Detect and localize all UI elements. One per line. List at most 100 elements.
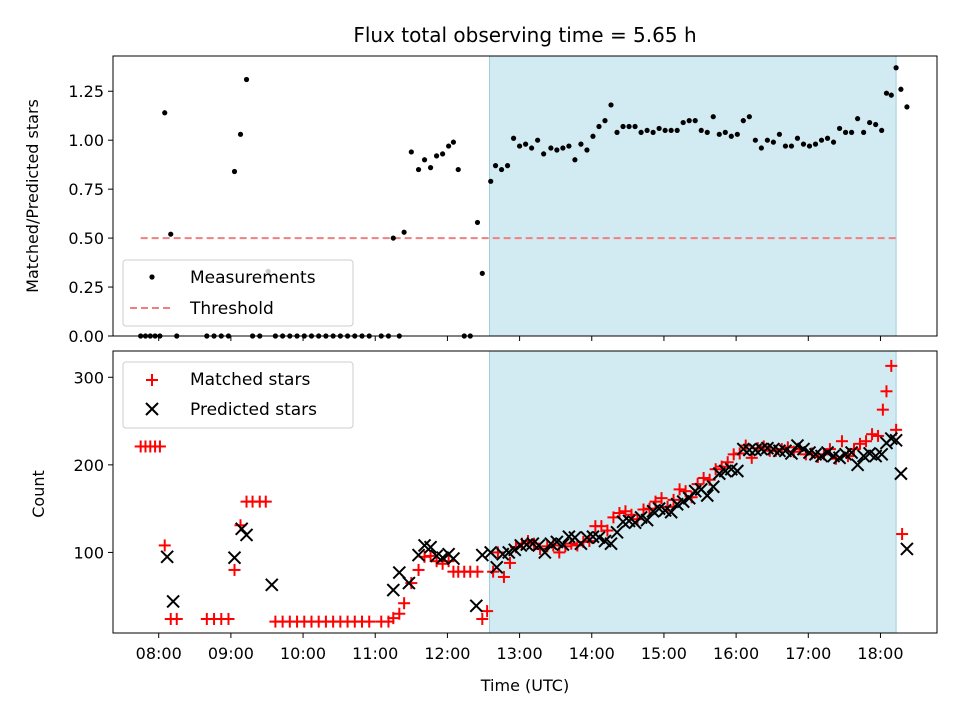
- ratio-legend: Measurements Threshold: [122, 259, 354, 327]
- predicted-star-point: [850, 458, 865, 472]
- measurement-point: [548, 145, 554, 151]
- measurement-point: [578, 141, 584, 147]
- predicted-star-point: [640, 513, 654, 527]
- x-tick-label: 15:00: [641, 644, 687, 663]
- matched-star-point: [471, 565, 484, 578]
- predicted-star-point: [700, 488, 714, 503]
- count-x-ticks: 08:00 09:00 10:00 11:00 12:00 13:00 14:00 15:00…: [136, 633, 904, 663]
- count-panel: 100 200 300 08:00 09:00 10:00 11:00 12:00 13:00…: [29, 350, 938, 695]
- measurement-point: [474, 219, 481, 226]
- matched-star-point: [228, 563, 241, 576]
- measurement-point: [758, 145, 764, 151]
- matched-star-point: [835, 435, 848, 448]
- matched-star-point: [655, 492, 668, 505]
- predicted-star-point: [392, 565, 407, 580]
- matched-star-point: [876, 403, 889, 416]
- matched-star-point: [860, 435, 873, 448]
- measurement-point: [390, 235, 396, 241]
- predicted-star-point: [832, 451, 847, 465]
- measurement-point: [818, 137, 825, 143]
- measurement-point: [812, 141, 819, 147]
- measurement-point: [638, 129, 644, 135]
- measurement-point: [566, 143, 572, 149]
- measurement-point: [842, 129, 849, 135]
- matched-star-point: [697, 471, 710, 484]
- measurement-point: [800, 141, 807, 147]
- ratio-axes-frame: [112, 55, 938, 337]
- measurement-point: [883, 90, 890, 96]
- measurement-point: [408, 149, 414, 155]
- measurement-point: [740, 118, 746, 124]
- measurement-point: [668, 127, 674, 134]
- measurement-point: [674, 127, 680, 134]
- predicted-star-point: [556, 537, 570, 552]
- matched-star-point: [412, 563, 425, 576]
- x-tick-label: 13:00: [497, 644, 543, 663]
- measurement-point: [656, 125, 662, 132]
- measurement-point: [764, 137, 770, 143]
- measurement-point: [692, 118, 698, 124]
- measurement-point: [746, 114, 752, 120]
- predicted-star-point: [484, 545, 498, 560]
- matched-star-point: [398, 597, 411, 610]
- measurement-point: [734, 131, 740, 137]
- predicted-star-point: [508, 543, 522, 557]
- matched-star-point: [442, 555, 455, 568]
- measurement-point: [427, 165, 434, 171]
- predicted-star-point: [894, 466, 908, 481]
- predicted-star-point: [772, 444, 787, 458]
- measurement-point: [752, 137, 758, 143]
- x-tick-label: 08:00: [136, 644, 182, 663]
- matched-star-point: [866, 428, 879, 441]
- x-tick-label: 11:00: [352, 644, 398, 663]
- measurement-point: [632, 123, 638, 130]
- measurement-point: [728, 133, 734, 139]
- measurement-point: [479, 270, 485, 276]
- matched-star-point: [170, 612, 183, 625]
- measurement-point: [861, 129, 867, 135]
- measurement-point: [504, 163, 511, 169]
- predicted-star-point: [610, 525, 624, 539]
- y-tick-label: 0.00: [68, 327, 104, 346]
- measurement-point: [554, 147, 560, 153]
- legend-predicted-marker: [145, 402, 159, 416]
- matched-star-point: [673, 483, 686, 496]
- matched-star-point: [476, 612, 489, 625]
- legend-measurement-marker: [149, 274, 155, 280]
- legend-predicted-stars: Predicted stars: [190, 400, 317, 420]
- measurement-point: [488, 178, 494, 184]
- measurement-point: [722, 129, 728, 135]
- predicted-star-point: [790, 438, 805, 453]
- observing-span-shade-bottom: [489, 350, 897, 634]
- predicted-star-point: [469, 599, 483, 613]
- measurement-point: [644, 127, 650, 134]
- matched-star-point: [387, 612, 400, 625]
- measurement-point: [516, 143, 523, 149]
- measurement-point: [698, 127, 704, 134]
- measurement-point: [806, 143, 813, 149]
- ratio-y-ticks: 0.00 0.25 0.50 0.75 1.00 1.25: [68, 82, 113, 346]
- measurement-point: [879, 127, 885, 134]
- predicted-star-point: [889, 433, 903, 448]
- measurement-point: [788, 143, 795, 149]
- ratio-panel: 0.00 0.25 0.50 0.75 1.00 1.25 Matched/Predict…: [23, 55, 938, 346]
- matched-star-point: [619, 505, 632, 518]
- matched-star-point: [405, 577, 418, 590]
- measurement-point: [836, 125, 843, 132]
- observing-span-shade: [489, 55, 897, 337]
- predicted-star-point: [820, 445, 835, 460]
- measurement-point: [830, 139, 837, 145]
- y-tick-label: 0.75: [68, 180, 104, 199]
- matched-star-point: [497, 570, 510, 583]
- predicted-star-point: [844, 445, 859, 460]
- chart-title: Flux total observing time = 5.65 h: [353, 23, 696, 47]
- measurement-point: [584, 147, 590, 153]
- measurement-point: [446, 143, 452, 149]
- count-y-axis-label: Count: [29, 470, 48, 518]
- x-tick-label: 10:00: [280, 644, 326, 663]
- x-tick-label: 09:00: [208, 644, 254, 663]
- measurement-point: [243, 76, 250, 83]
- predicted-star-point: [386, 583, 400, 597]
- measurement-point: [492, 163, 499, 169]
